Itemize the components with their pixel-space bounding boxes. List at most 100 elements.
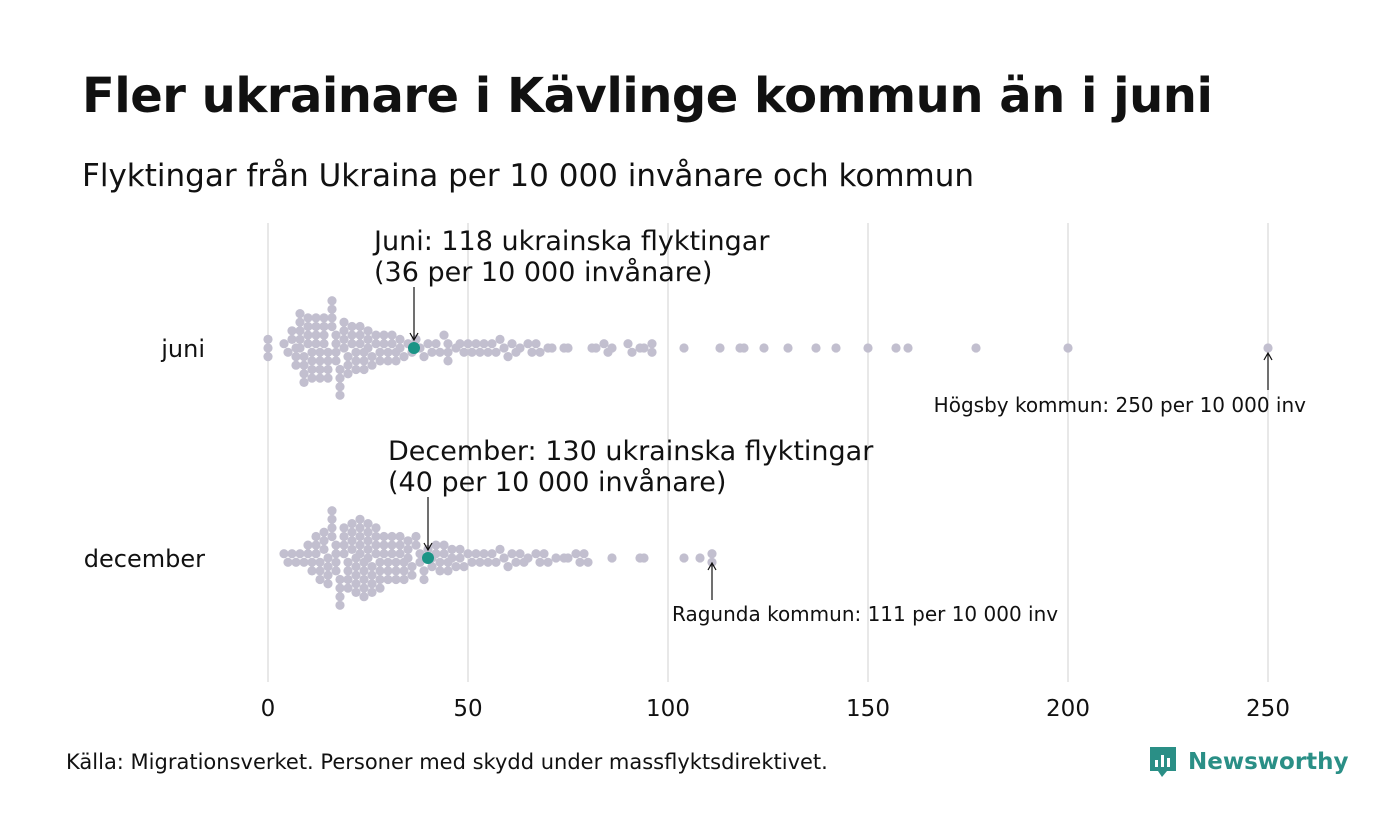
data-point <box>347 527 357 537</box>
data-point <box>359 364 369 375</box>
data-point <box>291 352 301 362</box>
data-point <box>355 531 365 542</box>
data-point <box>395 531 405 542</box>
data-point <box>503 352 513 362</box>
data-point <box>435 347 445 357</box>
data-point <box>351 587 361 598</box>
data-point <box>439 540 449 550</box>
data-point <box>387 531 397 542</box>
data-point <box>371 549 381 559</box>
annotation-layer: Juni: 118 ukrainska flyktingar(36 per 10… <box>372 226 1306 626</box>
data-point <box>295 343 305 353</box>
data-point <box>1263 343 1273 353</box>
data-point <box>443 347 453 357</box>
data-point <box>563 553 573 563</box>
data-point <box>327 531 337 542</box>
data-point <box>311 321 321 332</box>
data-point <box>415 549 425 559</box>
data-point <box>367 352 377 362</box>
data-point <box>599 339 609 349</box>
data-point <box>335 592 345 602</box>
data-point <box>355 549 365 559</box>
data-point <box>607 553 617 563</box>
data-point <box>315 574 325 585</box>
data-point <box>831 343 841 353</box>
data-point <box>303 313 313 323</box>
data-point <box>307 557 317 567</box>
data-point <box>335 583 345 593</box>
data-point <box>375 356 385 366</box>
data-point <box>395 540 405 550</box>
data-point <box>323 347 333 357</box>
data-point <box>431 339 441 349</box>
data-point <box>291 557 301 567</box>
data-point <box>347 330 357 340</box>
data-point <box>323 356 333 366</box>
data-point <box>375 583 385 593</box>
data-point <box>707 549 717 559</box>
data-point <box>759 343 769 353</box>
data-point <box>367 579 377 589</box>
data-point <box>347 519 357 529</box>
data-point <box>315 566 325 576</box>
data-point <box>295 549 305 559</box>
data-point <box>299 360 309 370</box>
data-point <box>327 296 337 306</box>
data-point <box>503 562 513 572</box>
data-point <box>535 347 545 357</box>
data-point <box>423 339 433 349</box>
max-arrowhead <box>707 561 717 571</box>
data-point <box>535 557 545 567</box>
data-point <box>311 330 321 340</box>
source-note: Källa: Migrationsverket. Personer med sk… <box>66 750 828 774</box>
data-point <box>343 583 353 593</box>
data-point <box>339 317 349 327</box>
data-point <box>355 321 365 332</box>
data-point <box>547 343 557 353</box>
x-tick-label: 250 <box>1246 696 1290 722</box>
data-point <box>323 579 333 589</box>
data-point <box>331 540 341 550</box>
data-point <box>367 360 377 370</box>
data-point <box>335 364 345 375</box>
data-point <box>339 549 349 559</box>
data-point <box>523 553 533 563</box>
data-point <box>399 566 409 576</box>
data-point <box>359 566 369 576</box>
data-point <box>455 544 465 555</box>
data-point <box>435 557 445 567</box>
chart-subtitle: Flyktingar från Ukraina per 10 000 invån… <box>82 158 975 194</box>
data-point <box>299 369 309 379</box>
chart-title: Fler ukrainare i Kävlinge kommun än i ju… <box>82 68 1213 124</box>
data-point <box>315 373 325 383</box>
data-point <box>447 553 457 563</box>
data-point <box>327 313 337 323</box>
data-point <box>359 574 369 585</box>
data-point <box>363 519 373 529</box>
data-point <box>315 557 325 567</box>
data-point <box>339 343 349 353</box>
data-point <box>279 339 289 349</box>
data-point <box>311 531 321 542</box>
data-point <box>575 557 585 567</box>
data-point <box>383 574 393 585</box>
brand-logo: Newsworthy <box>1148 744 1349 780</box>
data-point <box>467 347 477 357</box>
data-point <box>287 326 297 336</box>
data-point <box>463 549 473 559</box>
data-point <box>343 352 353 362</box>
x-tick-label: 0 <box>261 696 276 722</box>
data-point <box>783 343 793 353</box>
data-point <box>475 347 485 357</box>
data-point <box>355 523 365 533</box>
data-point <box>351 570 361 580</box>
data-point <box>287 549 297 559</box>
data-point <box>427 347 437 357</box>
data-point <box>455 553 465 563</box>
data-point <box>459 562 469 572</box>
data-point <box>351 364 361 375</box>
data-point <box>351 562 361 572</box>
data-point <box>299 557 309 567</box>
data-point <box>419 574 429 585</box>
highlight-label: Juni: 118 ukrainska flyktingar <box>372 226 770 257</box>
